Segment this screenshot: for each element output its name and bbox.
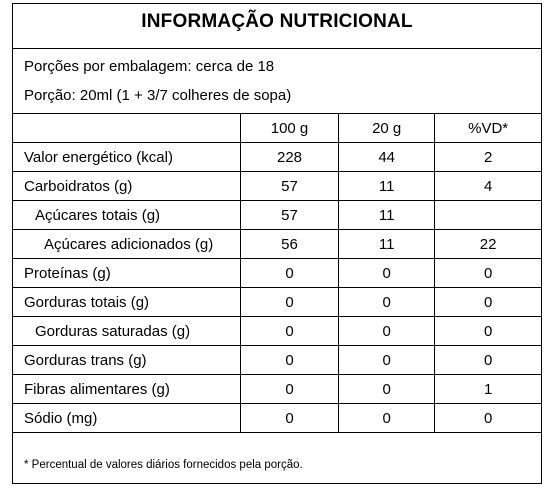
- nutrient-name: Açúcares totais (g): [13, 200, 241, 230]
- header-cell-nutrient: [13, 113, 241, 143]
- label-title: INFORMAÇÃO NUTRICIONAL: [141, 11, 413, 32]
- table-row: Gorduras totais (g) 0 0 0: [13, 287, 541, 317]
- table-row: Valor energético (kcal) 228 44 2: [13, 142, 541, 172]
- value-per-serving: 11: [338, 171, 436, 201]
- value-per-serving: 0: [338, 316, 436, 346]
- nutrient-name: Carboidratos (g): [13, 171, 241, 201]
- nutrient-name: Proteínas (g): [13, 258, 241, 288]
- value-per-serving: 44: [338, 142, 436, 172]
- header-cell-per-100g: 100 g: [239, 113, 340, 143]
- header-cell-per-serving: 20 g: [338, 113, 436, 143]
- table-row: Proteínas (g) 0 0 0: [13, 258, 541, 288]
- table-row: Açúcares totais (g) 57 11: [13, 200, 541, 230]
- value-daily-percent: 0: [434, 316, 541, 346]
- value-per-100g: 56: [239, 229, 340, 259]
- value-per-100g: 0: [239, 345, 340, 375]
- value-per-100g: 228: [239, 142, 340, 172]
- value-per-serving: 11: [338, 229, 436, 259]
- nutrient-name: Valor energético (kcal): [13, 142, 241, 172]
- footnote: * Percentual de valores diários fornecid…: [24, 459, 303, 471]
- value-per-100g: 0: [239, 258, 340, 288]
- value-daily-percent: 22: [434, 229, 541, 259]
- nutrient-name: Gorduras totais (g): [13, 287, 241, 317]
- serving-size: Porção: 20ml (1 + 3/7 colheres de sopa): [24, 87, 292, 104]
- table-row: Gorduras saturadas (g) 0 0 0: [13, 316, 541, 346]
- value-per-serving: 0: [338, 403, 436, 433]
- value-per-100g: 0: [239, 316, 340, 346]
- value-daily-percent: [434, 200, 541, 230]
- value-per-serving: 0: [338, 287, 436, 317]
- nutrient-name: Fibras alimentares (g): [13, 374, 241, 404]
- header-cell-daily-value: %VD*: [434, 113, 541, 143]
- nutrient-name: Gorduras saturadas (g): [13, 316, 241, 346]
- value-daily-percent: 4: [434, 171, 541, 201]
- table-row: Açúcares adicionados (g) 56 11 22: [13, 229, 541, 259]
- value-per-serving: 0: [338, 258, 436, 288]
- nutrition-table: 100 g 20 g %VD* Valor energético (kcal) …: [13, 113, 541, 433]
- value-daily-percent: 0: [434, 345, 541, 375]
- value-daily-percent: 0: [434, 287, 541, 317]
- value-daily-percent: 0: [434, 403, 541, 433]
- table-row: Sódio (mg) 0 0 0: [13, 403, 541, 433]
- value-per-100g: 57: [239, 171, 340, 201]
- value-per-serving: 0: [338, 345, 436, 375]
- servings-per-package: Porções por embalagem: cerca de 18: [24, 58, 275, 75]
- title-divider: [13, 48, 541, 49]
- table-row: Fibras alimentares (g) 0 0 1: [13, 374, 541, 404]
- value-daily-percent: 1: [434, 374, 541, 404]
- table-row: Carboidratos (g) 57 11 4: [13, 171, 541, 201]
- nutrient-name: Sódio (mg): [13, 403, 241, 433]
- value-per-100g: 0: [239, 287, 340, 317]
- value-daily-percent: 0: [434, 258, 541, 288]
- value-per-serving: 11: [338, 200, 436, 230]
- value-per-100g: 57: [239, 200, 340, 230]
- value-per-100g: 0: [239, 374, 340, 404]
- nutrition-label: INFORMAÇÃO NUTRICIONAL Porções por embal…: [12, 3, 542, 484]
- value-daily-percent: 2: [434, 142, 541, 172]
- table-header-row: 100 g 20 g %VD*: [13, 113, 541, 143]
- value-per-serving: 0: [338, 374, 436, 404]
- nutrient-name: Gorduras trans (g): [13, 345, 241, 375]
- value-per-100g: 0: [239, 403, 340, 433]
- table-row: Gorduras trans (g) 0 0 0: [13, 345, 541, 375]
- nutrient-name: Açúcares adicionados (g): [13, 229, 241, 259]
